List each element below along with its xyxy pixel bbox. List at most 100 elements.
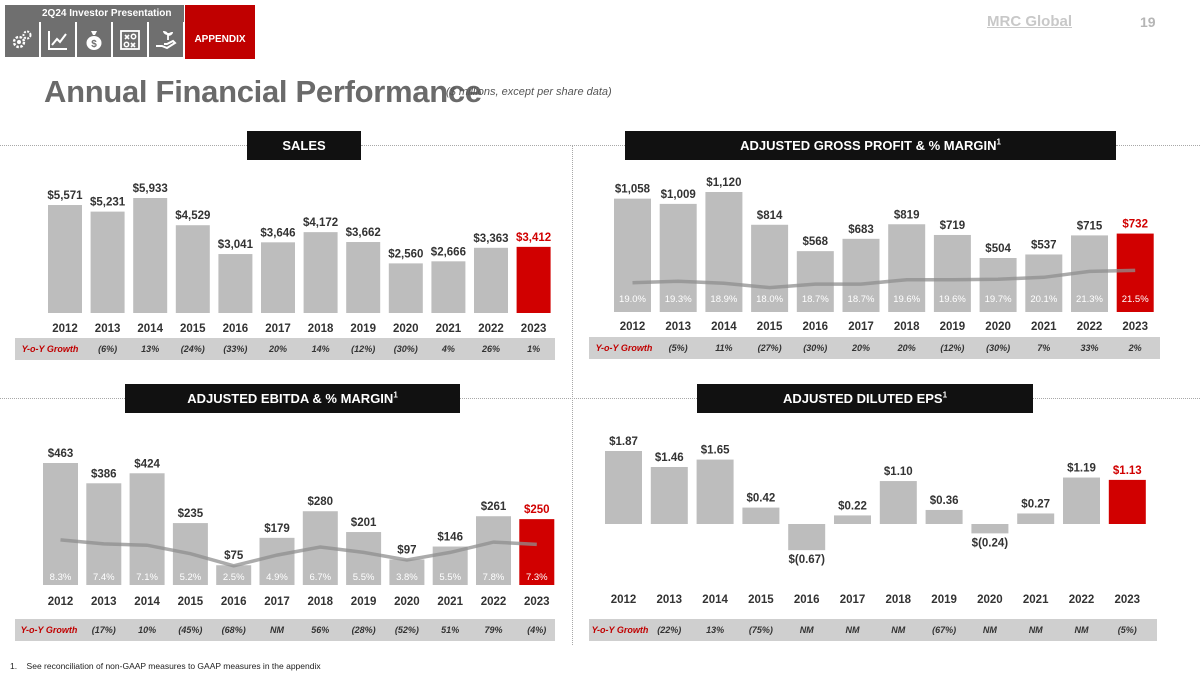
footnote: 1. See reconciliation of non-GAAP measur…	[10, 661, 321, 671]
value-label-2019: $3,662	[346, 227, 381, 239]
value-label-2014: $1.65	[701, 445, 730, 457]
year-label-2019: 2019	[351, 596, 377, 608]
margin-label-2015: 5.2%	[180, 572, 202, 583]
margin-label-2020: 19.7%	[985, 294, 1012, 305]
gross-profit-header: ADJUSTED GROSS PROFIT & % MARGIN1	[625, 131, 1116, 160]
value-label-2021: $2,666	[431, 246, 466, 258]
growth-value-2016: (30%)	[803, 343, 828, 353]
top-separator-right	[1116, 145, 1200, 146]
growth-value-2014: 11%	[715, 343, 733, 353]
gross-profit-growth-row: Y-o-Y Growth (5%) 11% (27%) (30%) 20% 20% (12%…	[589, 337, 1160, 359]
bar-2013	[86, 483, 122, 585]
value-label-2018: $819	[894, 209, 920, 221]
growth-value-2017: 20%	[851, 343, 871, 353]
top-separator-left	[0, 145, 247, 146]
bar-2021	[1017, 513, 1055, 524]
margin-label-2017: 4.9%	[266, 572, 288, 583]
bar-2020	[389, 559, 425, 585]
growth-value-2021: 51%	[441, 625, 460, 635]
value-label-2014: $5,933	[133, 183, 168, 195]
margin-label-2021: 5.5%	[439, 572, 461, 583]
growth-value-2020: (52%)	[394, 625, 419, 635]
gross-profit-growth-label: Y-o-Y Growth	[595, 343, 653, 353]
margin-label-2020: 3.8%	[396, 572, 418, 583]
eps-header: ADJUSTED DILUTED EPS1	[697, 384, 1033, 413]
appendix-tab[interactable]: APPENDIX	[185, 5, 255, 59]
year-label-2021: 2021	[436, 323, 462, 335]
growth-value-2016: NM	[799, 625, 814, 635]
margin-label-2015: 18.0%	[756, 294, 783, 305]
year-label-2017: 2017	[848, 321, 874, 333]
bar-2013	[90, 211, 125, 313]
ebitda-growth-label: Y-o-Y Growth	[20, 625, 78, 635]
value-label-2012: $5,571	[47, 190, 83, 202]
year-label-2014: 2014	[134, 596, 160, 608]
margin-label-2023: 21.5%	[1122, 294, 1149, 305]
value-label-2023: $3,412	[516, 232, 551, 244]
gears-icon[interactable]	[5, 22, 39, 57]
year-label-2023: 2023	[1122, 321, 1148, 333]
value-label-2019: $719	[940, 220, 966, 232]
value-label-2013: $5,231	[90, 197, 126, 209]
section-nav: $	[5, 22, 185, 57]
strategy-board-icon[interactable]	[113, 22, 147, 57]
value-label-2022: $261	[481, 501, 507, 513]
growth-value-2014: 10%	[138, 625, 157, 635]
growth-value-2019: (67%)	[932, 625, 957, 635]
chart-trend-icon[interactable]	[41, 22, 75, 57]
bar-2017	[259, 537, 295, 585]
bar-2019	[933, 234, 971, 312]
growth-value-2019: (12%)	[940, 343, 965, 353]
year-label-2020: 2020	[394, 596, 420, 608]
value-label-2023: $250	[524, 504, 550, 516]
bar-2017	[834, 515, 871, 524]
bar-2013	[659, 203, 697, 312]
margin-label-2012: 8.3%	[50, 572, 72, 583]
growth-value-2019: (12%)	[351, 344, 376, 354]
margin-label-2016: 2.5%	[223, 572, 245, 583]
value-label-2015: $4,529	[175, 210, 210, 222]
growth-value-2022: NM	[1074, 625, 1089, 635]
margin-label-2022: 7.8%	[483, 572, 505, 583]
year-label-2012: 2012	[48, 596, 74, 608]
margin-trend-line	[632, 268, 1136, 290]
margin-label-2013: 19.3%	[665, 294, 692, 305]
ebitda-header: ADJUSTED EBITDA & % MARGIN1	[125, 384, 460, 413]
margin-label-2019: 19.6%	[939, 294, 966, 305]
bar-2016	[788, 524, 826, 551]
bar-2023	[1116, 233, 1154, 312]
bar-2016	[216, 565, 252, 585]
value-label-2020: $(0.24)	[972, 537, 1009, 549]
year-label-2012: 2012	[611, 594, 637, 606]
bar-2012	[48, 205, 82, 313]
year-label-2019: 2019	[931, 594, 957, 606]
year-label-2016: 2016	[803, 321, 829, 333]
year-label-2019: 2019	[940, 321, 966, 333]
value-label-2019: $0.36	[930, 495, 959, 507]
money-bag-icon[interactable]: $	[77, 22, 111, 57]
bar-2019	[346, 242, 381, 313]
growth-value-2014: 13%	[141, 344, 160, 354]
year-label-2020: 2020	[985, 321, 1011, 333]
growth-value-2013: (17%)	[91, 625, 116, 635]
value-label-2021: $146	[437, 532, 463, 544]
value-label-2012: $1,058	[615, 184, 651, 196]
bar-2012	[43, 463, 78, 585]
bar-2015	[175, 225, 210, 313]
growth-value-2015: (27%)	[757, 343, 782, 353]
year-label-2018: 2018	[308, 323, 334, 335]
year-label-2018: 2018	[886, 594, 912, 606]
value-label-2021: $537	[1031, 239, 1057, 251]
year-label-2012: 2012	[52, 323, 78, 335]
svg-text:$: $	[91, 39, 97, 50]
value-label-2019: $201	[351, 517, 377, 529]
value-label-2022: $3,363	[473, 233, 508, 245]
hand-plant-icon[interactable]	[149, 22, 183, 57]
growth-value-2013: (22%)	[657, 625, 682, 635]
sales-growth-label: Y-o-Y Growth	[21, 344, 79, 354]
bar-2019	[925, 509, 963, 524]
bar-2015	[742, 507, 780, 524]
year-label-2012: 2012	[620, 321, 646, 333]
